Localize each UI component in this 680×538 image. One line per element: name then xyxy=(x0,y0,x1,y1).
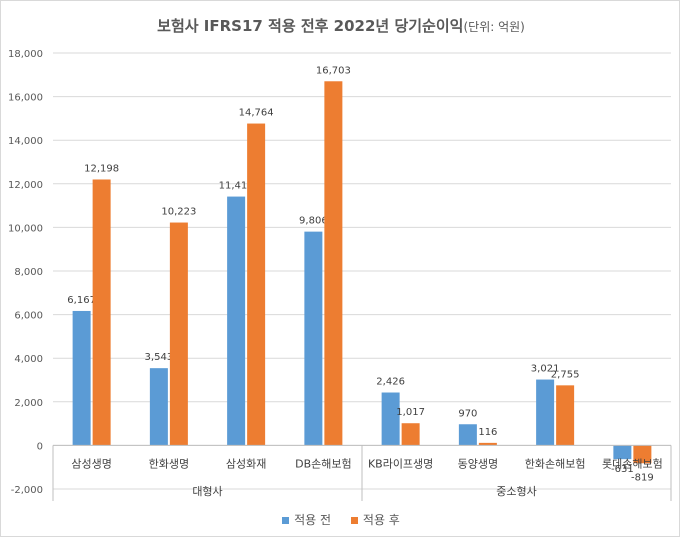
y-tick-label: 16,000 xyxy=(8,93,43,104)
y-tick-label: 14,000 xyxy=(8,136,43,147)
category-label: DB손해보험 xyxy=(295,456,352,470)
chart-title: 보험사 IFRS17 적용 전후 2022년 당기순이익(단위: 억원) xyxy=(1,15,680,36)
bar-after xyxy=(169,222,188,446)
bar-after xyxy=(247,123,266,446)
data-label: 2,426 xyxy=(376,377,405,388)
chart-unit-note: (단위: 억원) xyxy=(463,20,525,34)
data-label: 16,703 xyxy=(316,65,351,76)
y-tick-label: 18,000 xyxy=(8,49,43,60)
data-label: 3,543 xyxy=(145,352,174,363)
y-tick-label: 0 xyxy=(37,441,43,452)
bar-after xyxy=(478,442,497,446)
bar-after xyxy=(401,423,420,446)
category-label: KB라이프생명 xyxy=(368,457,433,470)
bar-after xyxy=(556,385,575,446)
data-label: 1,017 xyxy=(396,407,425,418)
category-label: 롯데손해보험 xyxy=(602,456,663,470)
legend-item-before: 적용 전 xyxy=(282,511,331,528)
data-label: 6,167 xyxy=(67,295,96,306)
legend-swatch-before xyxy=(282,517,290,524)
data-label: -819 xyxy=(631,472,654,483)
y-tick-label: 12,000 xyxy=(8,180,43,191)
bar-after xyxy=(324,81,343,446)
data-label: 3,021 xyxy=(531,364,560,375)
data-label: 12,198 xyxy=(84,163,119,174)
y-tick-label: 6,000 xyxy=(14,311,43,322)
y-tick-label: 10,000 xyxy=(8,223,43,234)
data-label: 9,806 xyxy=(299,216,328,227)
category-label: 한화생명 xyxy=(149,457,189,470)
bar-before xyxy=(149,368,168,446)
legend: 적용 전 적용 후 xyxy=(1,511,680,528)
data-label: 116 xyxy=(478,427,497,438)
legend-item-after: 적용 후 xyxy=(350,511,400,528)
data-label: 10,223 xyxy=(161,207,196,218)
y-tick-label: -2,000 xyxy=(11,485,43,496)
bar-before xyxy=(458,424,477,446)
bar-before xyxy=(536,379,555,446)
chart-title-text: 보험사 IFRS17 적용 전후 2022년 당기순이익 xyxy=(157,17,464,35)
y-tick-label: 8,000 xyxy=(14,267,43,278)
data-label: 11,414 xyxy=(219,181,254,192)
category-label: 삼성화재 xyxy=(226,457,266,470)
bar-before xyxy=(304,231,323,446)
data-label: 2,755 xyxy=(551,369,580,380)
data-label: -631 xyxy=(611,464,634,475)
legend-label-after: 적용 후 xyxy=(362,513,400,527)
data-label: 14,764 xyxy=(239,108,274,119)
bar-before xyxy=(613,445,632,460)
group-label: 중소형사 xyxy=(496,485,536,498)
bar-after xyxy=(92,179,111,446)
category-label: 삼성생명 xyxy=(71,457,111,470)
category-label: 동양생명 xyxy=(458,457,498,470)
legend-swatch-after xyxy=(350,517,358,524)
y-tick-label: 2,000 xyxy=(14,398,43,409)
bar-before xyxy=(381,392,400,446)
bar-after xyxy=(633,445,652,464)
group-label: 대형사 xyxy=(192,485,222,498)
bar-before xyxy=(227,196,246,446)
category-label: 한화손해보험 xyxy=(525,456,586,470)
y-tick-label: 4,000 xyxy=(14,354,43,365)
legend-label-before: 적용 전 xyxy=(294,513,332,527)
data-label: 970 xyxy=(458,408,477,419)
bar-before xyxy=(72,310,91,446)
